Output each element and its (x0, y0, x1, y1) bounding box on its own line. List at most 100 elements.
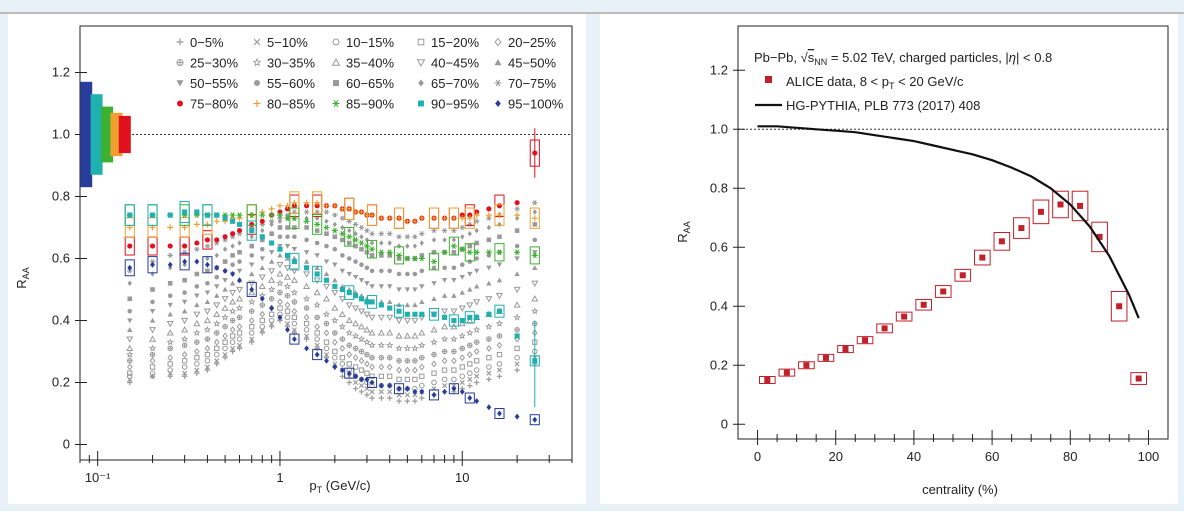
data-point (167, 354, 174, 362)
legend-marker (176, 59, 184, 66)
data-point (442, 265, 447, 271)
data-point (352, 209, 359, 215)
left-x-tick-label: 10 (455, 470, 469, 485)
data-point (474, 227, 479, 234)
data-point (259, 256, 265, 262)
data-point (466, 351, 473, 359)
data-point (229, 317, 236, 324)
data-point (304, 237, 309, 243)
data-point (237, 240, 242, 246)
data-point (314, 342, 320, 348)
data-point (532, 265, 538, 270)
data-point (378, 284, 385, 290)
right-x-tick-label: 100 (1138, 449, 1160, 464)
data-point (357, 335, 366, 343)
right-x-tick-label: 0 (754, 449, 761, 464)
data-point (303, 250, 310, 255)
data-point (459, 388, 465, 395)
data-point (313, 288, 321, 296)
sys-box (344, 285, 355, 300)
data-point (364, 227, 370, 234)
data-point (377, 314, 385, 322)
data-point (531, 307, 539, 315)
sys-box (798, 361, 815, 370)
data-point (346, 205, 353, 212)
data-point (346, 240, 352, 246)
data-point (514, 256, 520, 262)
data-point (268, 258, 275, 264)
sys-box (428, 389, 440, 401)
data-point (323, 209, 330, 215)
data-point (237, 259, 242, 264)
data-point (277, 298, 283, 306)
data-point (459, 246, 466, 253)
data-point (268, 218, 275, 224)
data-point (249, 286, 255, 293)
data-point (440, 335, 449, 343)
data-point (149, 212, 156, 218)
data-point (276, 202, 283, 209)
data-point (369, 373, 375, 379)
data-point (322, 295, 331, 302)
data-point (204, 221, 211, 228)
data-point (194, 339, 200, 345)
data-point (167, 252, 173, 259)
sys-box (312, 191, 323, 215)
data-point (222, 278, 228, 283)
sys-box (393, 304, 405, 318)
data-point (222, 352, 228, 358)
data-point (430, 338, 438, 346)
data-point (205, 261, 210, 268)
data-point (340, 253, 345, 258)
data-point (236, 336, 243, 342)
data-point (339, 336, 346, 342)
data-point (451, 293, 457, 298)
data-point (323, 277, 330, 283)
data-point (213, 302, 221, 309)
sys-box (993, 232, 1011, 251)
data-point (291, 247, 298, 252)
data-point (378, 215, 385, 222)
data-point (304, 265, 310, 271)
legend-marker (253, 38, 261, 46)
data-point (181, 308, 188, 314)
data-point (450, 215, 457, 222)
data-point (339, 205, 346, 212)
header-rule (0, 12, 1184, 14)
data-point (378, 389, 384, 395)
data-point (377, 341, 386, 349)
data-point (205, 281, 210, 286)
data-point (387, 268, 393, 274)
right-y-tick-label: 0.2 (710, 357, 728, 372)
data-point (441, 322, 449, 330)
data-point (259, 302, 266, 308)
data-point (204, 299, 211, 305)
data-point (222, 215, 228, 221)
data-point (378, 354, 385, 361)
data-point (214, 293, 220, 298)
data-point (346, 370, 352, 377)
data-point (418, 341, 426, 349)
data-point (378, 363, 385, 371)
data-point (441, 293, 448, 298)
data-point (473, 218, 480, 224)
data-point (458, 305, 466, 312)
data-point (396, 252, 403, 259)
data-point (431, 379, 437, 386)
data-point (236, 221, 243, 227)
data-point (466, 249, 473, 256)
data-point (459, 345, 466, 352)
right-x-tick-label: 80 (1063, 449, 1077, 464)
sys-box (344, 226, 355, 247)
data-point (194, 361, 200, 367)
data-point (353, 379, 359, 386)
sys-box (246, 204, 257, 226)
data-point (431, 250, 437, 255)
legend-marker (494, 79, 502, 87)
data-point (284, 308, 291, 314)
data-point (269, 231, 274, 236)
data-point (283, 265, 292, 272)
data-point (313, 277, 321, 284)
data-point (386, 215, 393, 222)
data-point (405, 243, 410, 249)
